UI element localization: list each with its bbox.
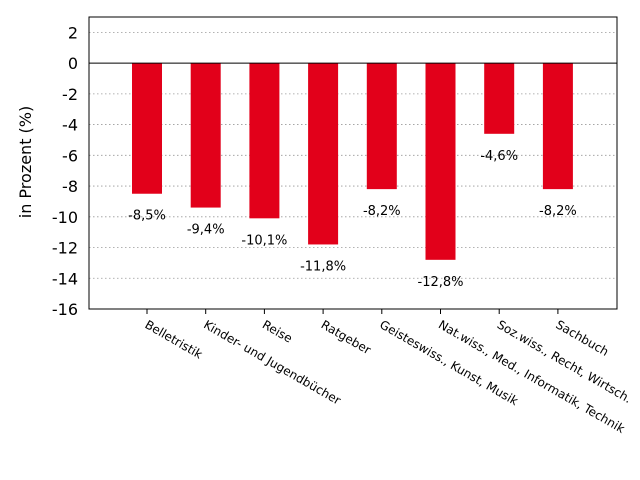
bar <box>542 63 573 190</box>
bar <box>190 63 221 208</box>
bar <box>308 63 339 245</box>
data-label: -8,2% <box>539 204 577 219</box>
plot-frame <box>88 16 618 310</box>
bar <box>366 63 397 190</box>
y-tick-label: -6 <box>62 146 78 165</box>
bar <box>132 63 162 194</box>
data-label: -4,6% <box>480 149 518 164</box>
y-tick-label: -4 <box>62 116 78 135</box>
x-tick-label: Reise <box>260 317 295 345</box>
bar <box>249 63 280 219</box>
y-tick-label: -16 <box>52 300 78 319</box>
data-label: -9,4% <box>187 223 225 238</box>
bar <box>484 63 515 134</box>
y-tick-label: -8 <box>62 177 78 196</box>
data-labels: -8,5% -9,4% -10,1% -11,8% -8,2% -12,8% -4,6% -8… <box>128 149 577 290</box>
x-tick-label: Belletristik <box>143 317 205 361</box>
bar <box>425 63 456 260</box>
y-tick-label: -12 <box>52 239 78 258</box>
gridlines <box>89 31 617 310</box>
bars <box>132 63 573 260</box>
data-label: -11,8% <box>300 259 346 274</box>
data-label: -12,8% <box>418 275 464 290</box>
data-label: -8,5% <box>128 209 166 224</box>
data-label: -10,1% <box>241 233 287 248</box>
data-label: -8,2% <box>363 204 401 219</box>
x-tick-label: Ratgeber <box>319 317 374 357</box>
y-tick-label: 2 <box>68 23 78 42</box>
y-axis-label: in Prozent (%) <box>16 106 35 218</box>
y-axis-ticks: 2 0 -2 -4 -6 -8 -10 -12 -14 -16 <box>52 23 78 319</box>
y-tick-label: 0 <box>68 54 78 73</box>
y-tick-label: -2 <box>62 85 78 104</box>
y-tick-label: -14 <box>52 269 78 288</box>
y-tick-label: -10 <box>52 208 78 227</box>
